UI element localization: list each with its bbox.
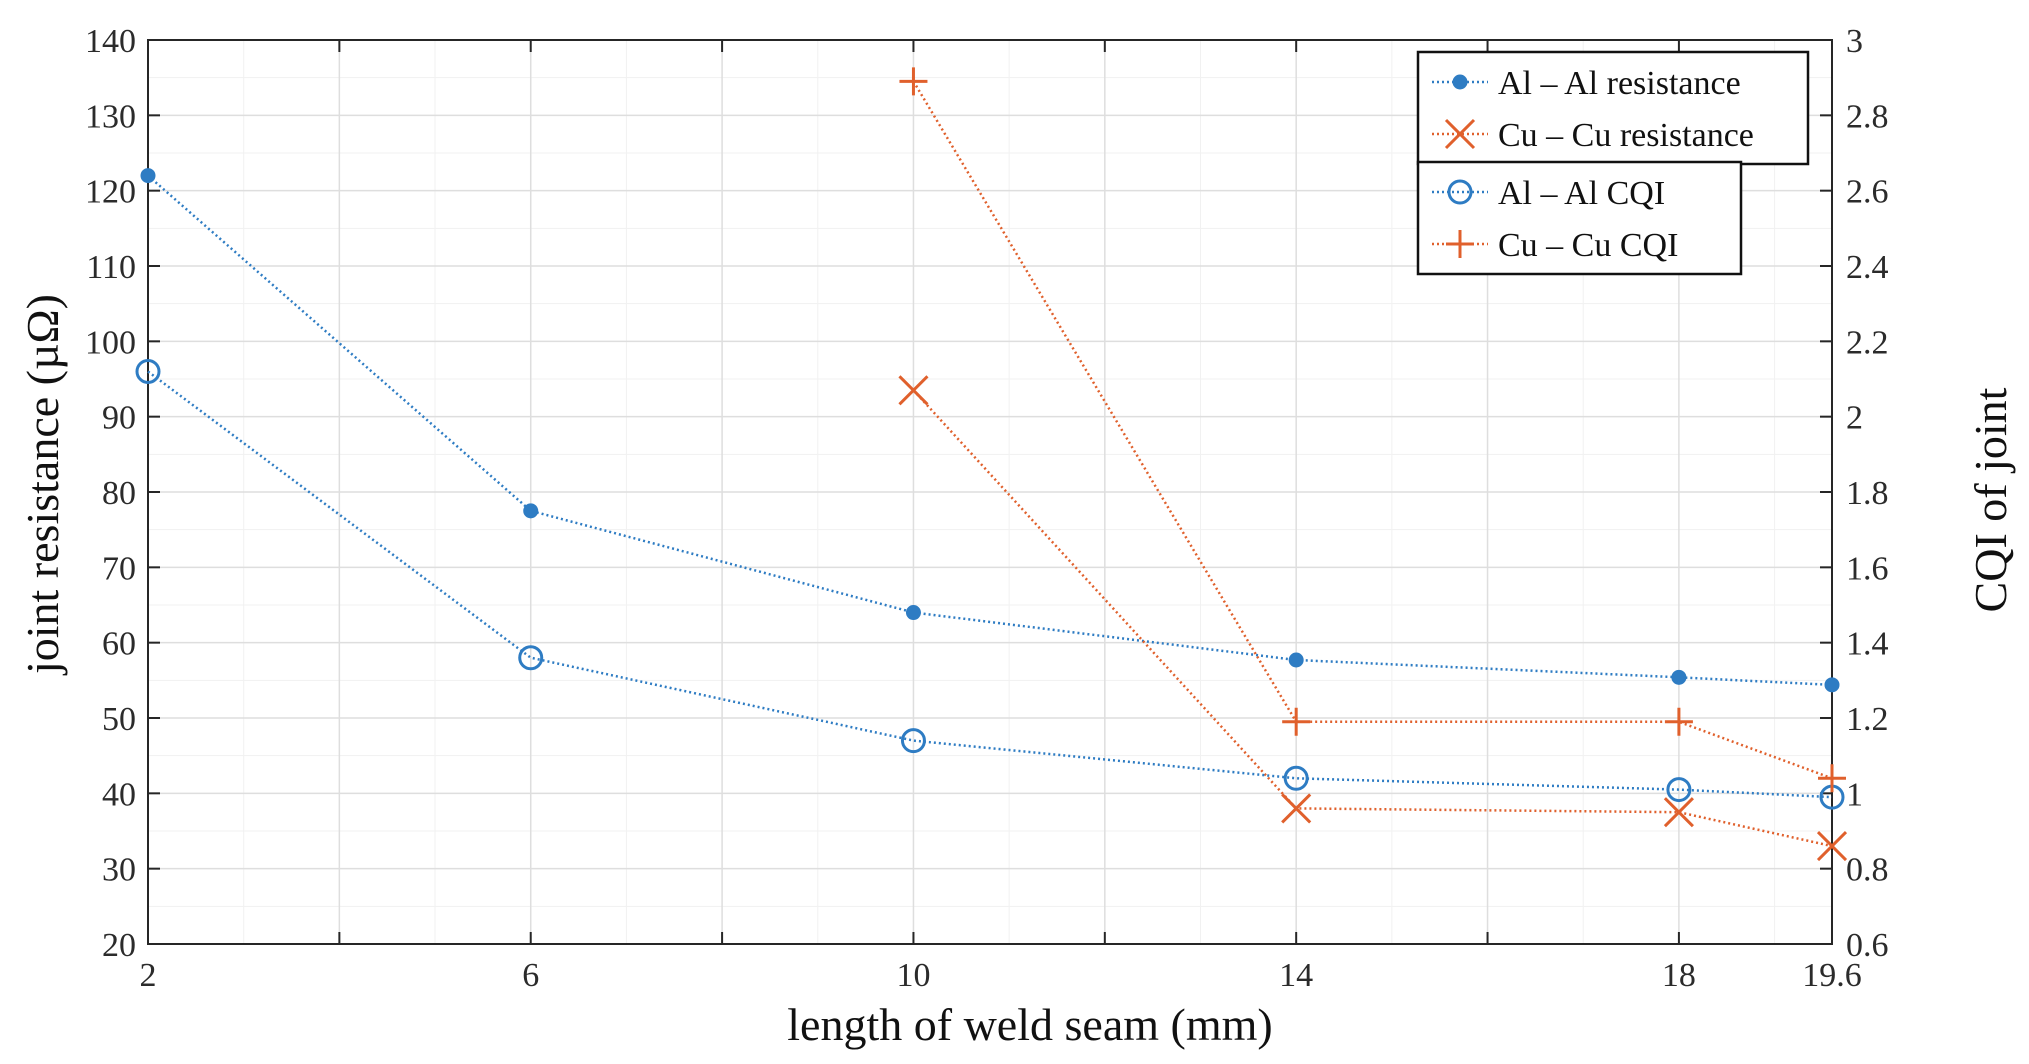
y-left-tick-label: 60 xyxy=(102,626,136,663)
legend-label: Al – Al CQI xyxy=(1498,175,1665,212)
x-tick-label: 18 xyxy=(1662,957,1696,994)
y-left-tick-label: 110 xyxy=(86,249,136,286)
legend-item: Al – Al CQI xyxy=(1432,175,1665,212)
data-point xyxy=(1664,707,1693,736)
data-point xyxy=(1671,669,1687,685)
data-point xyxy=(1281,793,1312,824)
y-left-tick-label: 120 xyxy=(85,174,136,211)
y-right-tick-label: 1.6 xyxy=(1846,550,1889,587)
legend-label: Cu – Cu CQI xyxy=(1498,227,1678,264)
y-right-tick-label: 1.4 xyxy=(1846,626,1889,663)
series-0 xyxy=(140,168,1840,693)
legend-marker xyxy=(1446,230,1474,258)
series-3 xyxy=(899,67,1846,793)
legend-marker xyxy=(1452,74,1468,90)
data-point xyxy=(1818,764,1846,793)
x-tick-label: 2 xyxy=(140,957,157,994)
series-line xyxy=(147,370,1833,799)
y-right-tick-label: 1.2 xyxy=(1846,701,1889,738)
data-point xyxy=(1283,765,1309,791)
y-left-tick-label: 90 xyxy=(102,400,136,437)
y-left-tick-label: 20 xyxy=(102,927,136,964)
data-point xyxy=(1282,707,1311,736)
y-axis-right-title: CQI of joint xyxy=(1965,387,2016,612)
data-point xyxy=(898,375,929,406)
y-right-tick-label: 1 xyxy=(1846,776,1863,813)
x-axis-title: length of weld seam (mm) xyxy=(787,999,1272,1050)
y-right-tick-label: 2.4 xyxy=(1846,249,1889,286)
y-right-tick-label: 3 xyxy=(1846,23,1863,60)
data-point xyxy=(135,358,161,384)
data-point xyxy=(1663,797,1694,828)
y-right-tick-label: 0.8 xyxy=(1846,852,1889,889)
legend-label: Al – Al resistance xyxy=(1498,65,1741,102)
legend-item: Cu – Cu CQI xyxy=(1432,227,1678,264)
data-point xyxy=(905,605,921,621)
legend-item: Cu – Cu resistance xyxy=(1432,117,1754,154)
y-right-tick-label: 1.8 xyxy=(1846,475,1889,512)
y-left-tick-label: 30 xyxy=(102,852,136,889)
data-point xyxy=(518,645,544,671)
y-left-tick-label: 140 xyxy=(85,23,136,60)
y-right-tick-label: 2.8 xyxy=(1846,98,1889,135)
legend-label: Cu – Cu resistance xyxy=(1498,117,1754,154)
legend-marker xyxy=(1444,118,1476,150)
series-2 xyxy=(135,358,1845,810)
y-right-tick-label: 2.2 xyxy=(1846,324,1889,361)
y-left-tick-label: 50 xyxy=(102,701,136,738)
data-point xyxy=(1824,677,1840,693)
legend-item: Al – Al resistance xyxy=(1432,65,1741,102)
data-point xyxy=(140,168,156,184)
data-point xyxy=(1288,652,1304,668)
series-line xyxy=(912,80,1833,780)
data-point xyxy=(1816,831,1848,862)
y-left-tick-label: 130 xyxy=(85,98,136,135)
series-1 xyxy=(898,375,1848,862)
x-tick-label: 6 xyxy=(522,957,539,994)
tick-labels: 2 6 10 14 18 19.62030405060708090100110120130… xyxy=(85,23,1889,994)
legend: Al – Al resistance Cu – Cu resistance Al –… xyxy=(1416,50,1810,276)
data-point xyxy=(900,728,926,754)
y-left-tick-label: 100 xyxy=(85,324,136,361)
series-layer xyxy=(135,67,1848,862)
y-right-tick-label: 2.6 xyxy=(1846,174,1889,211)
y-left-tick-label: 40 xyxy=(102,776,136,813)
data-point xyxy=(1666,777,1692,803)
x-tick-label: 19.6 xyxy=(1802,957,1862,994)
x-tick-label: 10 xyxy=(896,957,930,994)
legend-box xyxy=(1416,160,1743,276)
y-left-tick-label: 80 xyxy=(102,475,136,512)
legend-box xyxy=(1416,50,1810,166)
y-right-tick-label: 0.6 xyxy=(1846,927,1889,964)
y-axis-left-title: joint resistance (µΩ) xyxy=(17,294,68,676)
y-left-tick-label: 70 xyxy=(102,550,136,587)
data-point xyxy=(899,67,928,96)
y-right-tick-label: 2 xyxy=(1846,400,1863,437)
x-tick-label: 14 xyxy=(1279,957,1313,994)
legend-marker xyxy=(1447,179,1473,205)
data-point xyxy=(523,503,539,519)
